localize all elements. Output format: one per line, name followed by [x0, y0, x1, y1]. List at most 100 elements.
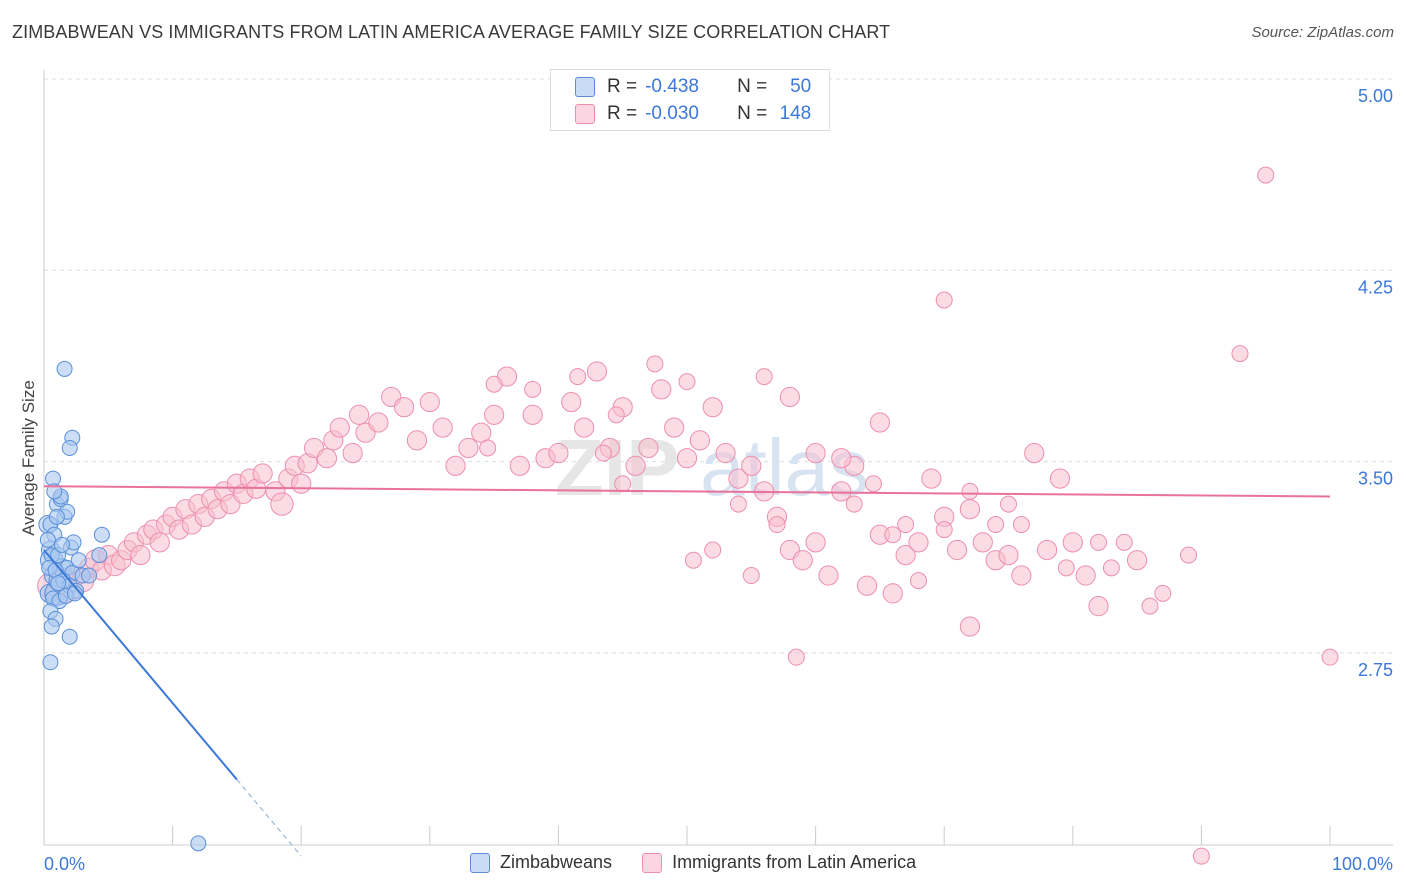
legend-swatch-pink — [575, 104, 595, 124]
data-point — [972, 532, 993, 553]
data-point — [130, 545, 151, 566]
y-tick-label: 3.50 — [1358, 469, 1393, 489]
data-point — [895, 545, 916, 566]
legend-row-latin-america: R = -0.030 N = 148 — [575, 102, 811, 126]
data-point — [864, 475, 882, 493]
data-point — [779, 386, 800, 408]
data-point — [1154, 584, 1172, 602]
legend-label-latin-america: Immigrants from Latin America — [672, 852, 917, 872]
data-point — [664, 417, 685, 438]
data-point — [1049, 468, 1071, 489]
data-point — [1062, 532, 1083, 553]
data-point — [742, 567, 760, 585]
series-zimbabweans-points — [38, 360, 207, 852]
data-point — [869, 412, 891, 433]
data-point — [574, 417, 595, 438]
data-point — [818, 565, 839, 586]
series-latin-america-points — [37, 166, 1339, 865]
data-point — [406, 430, 428, 451]
data-point — [190, 835, 207, 852]
data-point — [48, 508, 65, 525]
data-point — [458, 437, 479, 459]
data-point — [961, 482, 979, 500]
data-point — [607, 406, 625, 424]
data-point — [704, 541, 722, 559]
data-point — [921, 468, 942, 489]
legend-r-label: R = — [607, 76, 638, 97]
data-point — [998, 545, 1019, 566]
data-point — [805, 442, 826, 464]
data-point — [39, 531, 56, 548]
legend-swatch-blue — [470, 852, 490, 873]
y-tick-labels: 2.75 3.50 4.25 5.00 — [1358, 86, 1393, 680]
x-tick-label-max: 100.0% — [1332, 854, 1393, 874]
data-point — [884, 526, 902, 544]
watermark-zip: ZIP — [555, 423, 679, 512]
data-point — [792, 550, 813, 571]
data-point — [594, 444, 612, 462]
legend-item-latin-america[interactable]: Immigrants from Latin America — [642, 852, 916, 873]
legend-r-value: -0.030 — [645, 103, 699, 124]
data-point — [638, 437, 659, 459]
y-tick-label: 2.75 — [1358, 660, 1393, 680]
data-point — [522, 404, 543, 425]
data-point — [908, 532, 929, 553]
data-point — [755, 368, 773, 386]
data-point — [1231, 345, 1249, 363]
legend-n-label: N = — [737, 103, 768, 124]
data-point — [548, 442, 569, 464]
data-point — [959, 616, 981, 637]
data-point — [484, 404, 505, 425]
data-point — [42, 654, 59, 671]
gridlines — [44, 78, 1393, 654]
data-point — [1141, 597, 1159, 615]
data-point — [1102, 559, 1120, 577]
legend-n-value: 50 — [790, 76, 812, 97]
data-point — [729, 495, 747, 513]
data-point — [270, 492, 294, 516]
data-point — [509, 455, 530, 476]
data-point — [1127, 550, 1148, 571]
x-tick-label-min: 0.0% — [44, 854, 85, 874]
data-point — [1011, 565, 1032, 586]
data-point — [831, 448, 852, 469]
legend-n-value: 148 — [779, 103, 812, 124]
axes — [43, 70, 1393, 846]
data-point — [715, 442, 736, 464]
data-point — [651, 379, 672, 400]
data-point — [882, 583, 903, 604]
series-legend: Zimbabweans Immigrants from Latin Americ… — [470, 852, 946, 873]
data-point — [393, 397, 415, 418]
watermark: ZIP atlas — [555, 423, 869, 512]
data-point — [1088, 596, 1109, 617]
legend-item-zimbabweans[interactable]: Zimbabweans — [470, 852, 612, 873]
data-point — [946, 539, 968, 561]
data-point — [50, 575, 67, 592]
data-point — [1115, 533, 1133, 551]
data-point — [614, 475, 632, 493]
data-point — [70, 552, 87, 569]
data-point — [1036, 539, 1058, 561]
data-point — [1024, 442, 1045, 464]
source-label: Source: ZipAtlas.com — [1251, 24, 1394, 41]
data-point — [93, 526, 110, 543]
data-point — [348, 404, 370, 425]
data-point — [1192, 847, 1210, 865]
legend-swatch-pink — [642, 852, 663, 873]
trend-line-zimbabweans — [43, 549, 238, 781]
data-point — [1012, 516, 1030, 534]
data-point — [805, 532, 826, 553]
legend-row-zimbabweans: R = -0.438 N = 50 — [575, 75, 811, 99]
trend-line-zimbabweans-extension — [236, 779, 302, 857]
data-point — [1075, 565, 1096, 586]
data-point — [81, 567, 98, 584]
data-point — [329, 417, 350, 438]
data-point — [569, 368, 587, 386]
legend-swatch-blue — [575, 77, 595, 97]
data-point — [149, 532, 170, 553]
data-point — [368, 412, 389, 433]
data-point — [787, 648, 805, 666]
trend-lines — [43, 485, 1331, 857]
data-point — [684, 551, 702, 569]
